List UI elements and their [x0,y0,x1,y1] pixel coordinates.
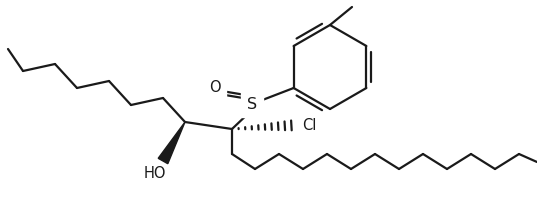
Text: S: S [247,97,257,112]
Text: O: O [209,80,221,95]
Text: Cl: Cl [302,118,316,133]
Text: HO: HO [144,166,166,181]
Polygon shape [158,122,185,164]
